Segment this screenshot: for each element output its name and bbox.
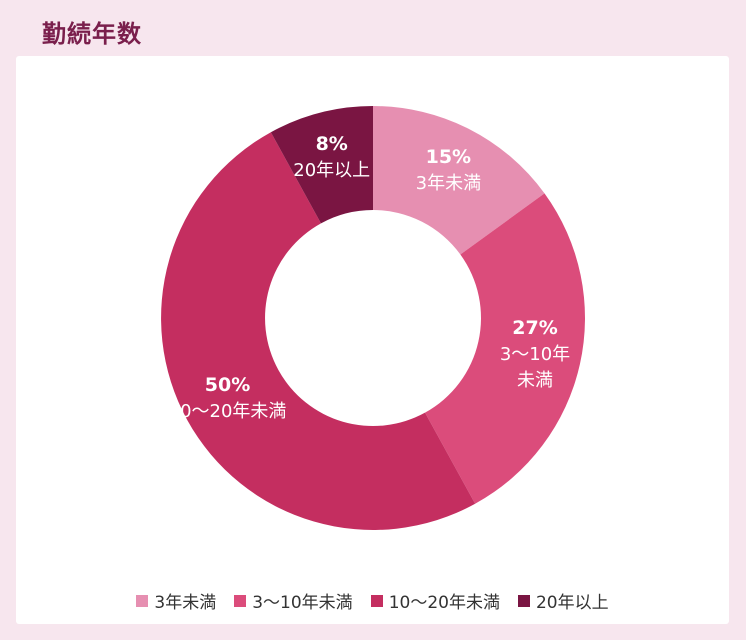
legend-item-10-to-20: 10〜20年未満 [370, 588, 500, 613]
legend-item-under-3: 3年未満 [136, 588, 216, 613]
slice-label: 27% 3〜10年未満 [500, 317, 570, 391]
slice-3-to-10 [425, 193, 585, 504]
slice-10-to-20 [161, 132, 476, 530]
legend-swatch [234, 594, 247, 607]
legend-item-3-to-10: 3〜10年未満 [234, 588, 353, 613]
legend-label: 20年以上 [535, 593, 609, 613]
slice-under-3 [373, 106, 545, 255]
slice-label: 8% 20年以上 [293, 133, 370, 181]
slice-label: 50% 10〜20年未満 [169, 374, 287, 422]
legend-item-over-20: 20年以上 [517, 588, 609, 613]
slice-percent: 27% [512, 317, 557, 339]
page-title: 勤続年数 [42, 20, 142, 48]
slice-over-20 [270, 106, 373, 224]
chart-card: 15% 3年未満 27% 3〜10年 未満 50% 10〜20年未満 8% 20年以上 3年未満… [16, 56, 729, 624]
legend-swatch [136, 594, 149, 607]
slice-label: 15% 3年未満 [416, 146, 481, 194]
slice-percent: 15% [426, 146, 471, 168]
legend-label: 10〜20年未満 [388, 593, 500, 613]
slice-category: 20年以上 [293, 160, 370, 181]
legend-swatch [370, 594, 383, 607]
slice-category: 3年未満 [416, 173, 481, 194]
slice-percent: 8% [316, 133, 348, 155]
slice-percent: 50% [205, 374, 250, 396]
slice-category: 3〜10年 [500, 344, 570, 365]
donut-chart: 15% 3年未満 27% 3〜10年未満 50% 10〜20年未満 8% 20年以上 [161, 106, 585, 530]
slice-category: 10〜20年未満 [169, 401, 287, 422]
chart-legend: 3年未満 3〜10年未満 10〜20年未満 20年以上 [16, 588, 729, 613]
slice-category: 未満 [517, 370, 553, 391]
legend-swatch [517, 594, 530, 607]
legend-label: 3年未満 [154, 593, 217, 613]
legend-label: 3〜10年未満 [252, 593, 353, 613]
